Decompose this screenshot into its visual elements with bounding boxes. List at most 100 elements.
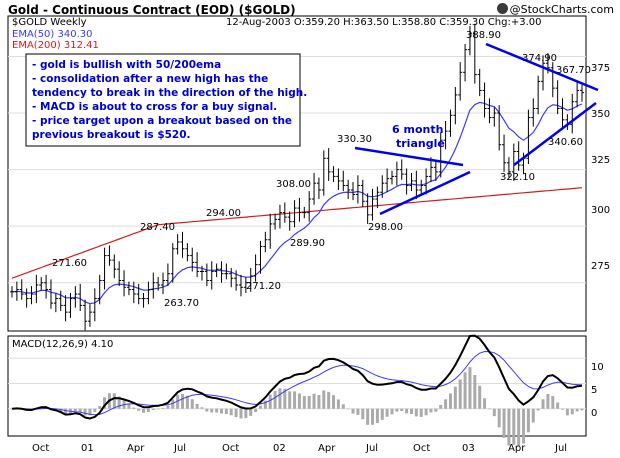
price-bar: [248, 268, 253, 292]
macd-histogram-bar: [142, 408, 146, 413]
macd-histogram-bar: [146, 408, 150, 412]
macd-histogram-bar: [434, 408, 438, 412]
macd-histogram-bar: [458, 379, 462, 409]
price-bar: [238, 274, 243, 297]
price-bar: [204, 263, 209, 287]
macd-histogram-bar: [395, 408, 399, 412]
price-bar: [287, 211, 292, 231]
price-bar: [102, 247, 107, 290]
price-bar: [506, 157, 511, 178]
price-bar: [180, 231, 185, 258]
price-label-330: 330.30: [337, 134, 372, 145]
price-bar: [87, 304, 92, 327]
macd-histogram-bar: [190, 399, 194, 409]
macd-histogram-bar: [409, 408, 413, 414]
price-bar: [112, 254, 117, 279]
macd-histogram-bar: [551, 396, 555, 409]
price-bar: [550, 62, 555, 98]
price-bar: [68, 292, 73, 318]
y-tick-275: 275: [591, 261, 610, 272]
price-bar: [131, 281, 136, 304]
macd-histogram-bar: [88, 408, 92, 416]
price-bar: [200, 265, 204, 281]
x-label-jul-2003: Jul: [554, 443, 567, 454]
price-bar: [253, 254, 258, 282]
macd-histogram-bar: [117, 396, 121, 409]
price-bar: [161, 272, 166, 295]
macd-histogram-bar: [565, 408, 569, 416]
macd-histogram-bar: [293, 391, 297, 409]
price-bar: [263, 231, 268, 253]
price-bar: [258, 240, 263, 274]
copyright-text: @StockCharts.com: [509, 3, 614, 16]
price-bar: [385, 168, 390, 193]
price-label-294: 294.00: [206, 208, 241, 219]
ema50-path: [11, 101, 583, 305]
macd-histogram-bar: [244, 408, 248, 419]
price-bar: [63, 295, 68, 322]
price-bar: [482, 82, 487, 118]
macd-histogram-bar: [400, 408, 404, 412]
price-bar: [341, 170, 346, 192]
price-label-340: 340.60: [548, 137, 583, 148]
price-bar: [448, 109, 453, 137]
price-bar: [458, 62, 463, 101]
copyright-logo-icon: [496, 3, 508, 14]
price-bar: [487, 98, 492, 124]
price-bar: [394, 161, 399, 186]
macd-label: MACD(12,26,9) 4.10: [12, 339, 113, 350]
macd-histogram-bar: [181, 393, 185, 409]
macd-histogram-bar: [492, 408, 496, 417]
price-bar: [365, 193, 370, 224]
price-bar: [58, 290, 63, 312]
price-bar: [467, 25, 472, 56]
price-bar: [390, 170, 394, 185]
price-bar: [380, 175, 385, 198]
ema200-path: [11, 187, 583, 279]
price-bar: [516, 141, 521, 171]
macd-histogram-bar: [468, 367, 472, 409]
price-bar: [14, 281, 19, 301]
y-tick-300: 300: [591, 205, 610, 216]
x-label-apr-2003: Apr: [508, 443, 526, 454]
macd-histogram-bar: [341, 404, 345, 409]
macd-histogram-bar: [385, 408, 389, 417]
macd-histogram-bar: [507, 408, 511, 446]
price-label-298: 298.00: [368, 222, 403, 233]
price-bar: [502, 134, 507, 172]
macd-histogram-bar: [502, 408, 506, 438]
price-y-axis: 375 350 325 300 275: [591, 63, 610, 272]
price-label-271-2: 271.20: [246, 281, 281, 292]
macd-histogram-bar: [176, 394, 180, 409]
price-bar: [175, 234, 180, 255]
notes-box: [25, 53, 301, 147]
price-bar: [331, 166, 336, 183]
price-bar: [511, 143, 516, 181]
price-bar: [170, 243, 175, 283]
price-bar: [575, 80, 580, 108]
price-label-308: 308.00: [276, 179, 311, 190]
macd-histogram-bar: [200, 407, 204, 409]
macd-histogram-bar: [570, 408, 574, 415]
macd-line: [11, 334, 583, 420]
macd-histogram-bar: [278, 388, 282, 409]
macd-histogram-bar: [512, 408, 516, 445]
price-bar: [321, 150, 326, 196]
macd-histogram-bar: [229, 408, 233, 416]
macd-histogram-bar: [288, 391, 292, 409]
price-bar: [277, 204, 282, 229]
macd-histogram-bar: [249, 408, 253, 416]
price-bar: [268, 213, 273, 249]
price-bar: [136, 283, 141, 305]
price-bar: [360, 179, 365, 207]
price-bar: [292, 200, 297, 228]
price-bar: [375, 186, 380, 209]
macd-histogram-bar: [307, 395, 311, 409]
macd-histogram-bar: [448, 393, 452, 409]
macd-histogram-bar: [541, 399, 545, 409]
price-bar: [53, 292, 58, 313]
price-bar: [122, 270, 127, 297]
macd-histogram-bar: [336, 399, 340, 409]
macd-histogram-bar: [297, 393, 301, 409]
